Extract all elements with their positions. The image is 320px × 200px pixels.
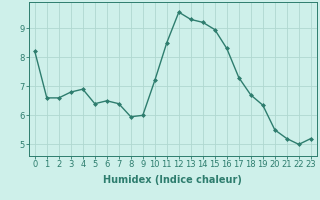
X-axis label: Humidex (Indice chaleur): Humidex (Indice chaleur) [103,175,242,185]
